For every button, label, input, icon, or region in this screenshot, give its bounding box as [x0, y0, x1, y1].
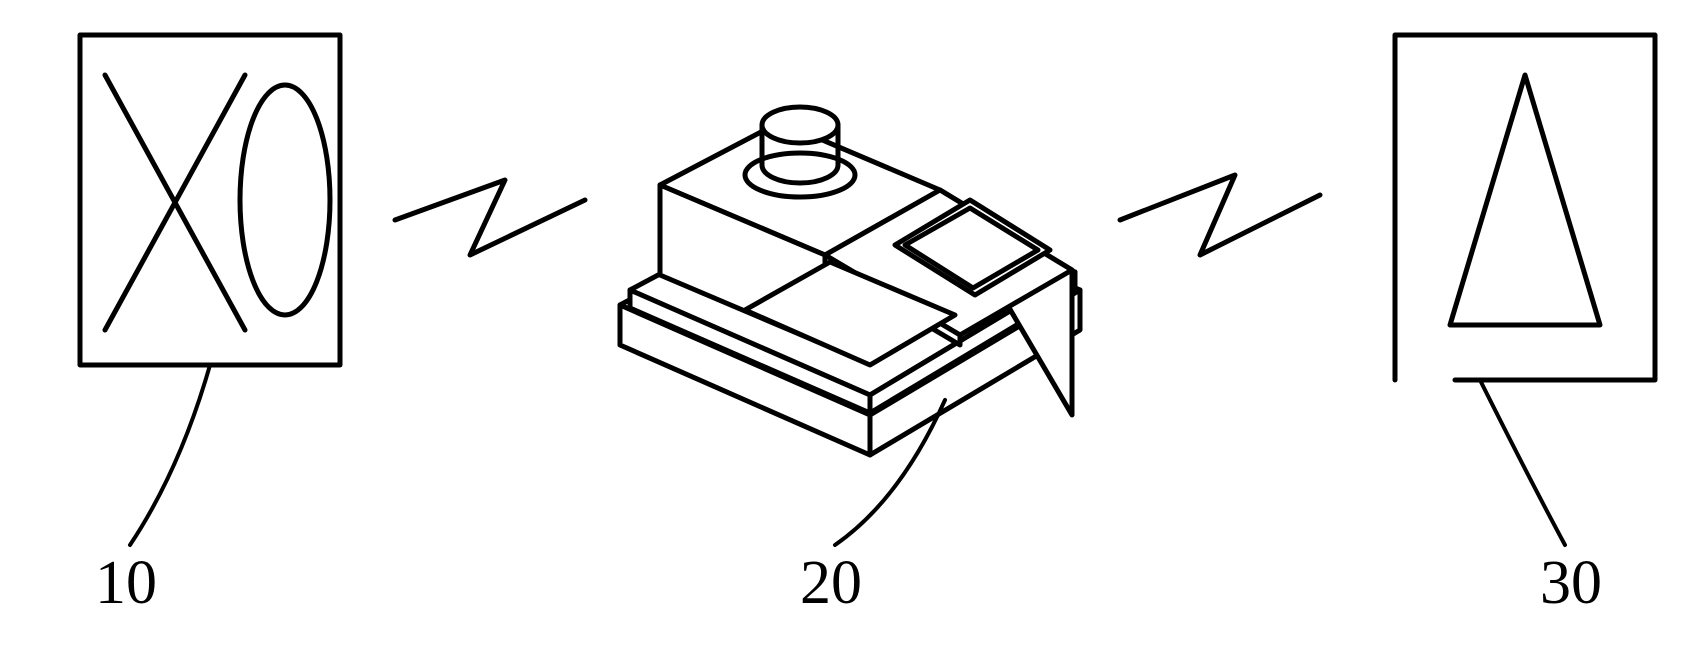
label-20: 20 — [800, 548, 862, 619]
signal-wave-left — [395, 180, 585, 255]
device — [620, 107, 1080, 545]
right-card — [1395, 35, 1655, 545]
label-30: 30 — [1540, 548, 1602, 619]
left-card — [80, 35, 340, 545]
label-10: 10 — [95, 548, 157, 619]
signal-wave-right — [1120, 175, 1320, 255]
diagram-stage: 10 20 30 — [0, 0, 1695, 646]
